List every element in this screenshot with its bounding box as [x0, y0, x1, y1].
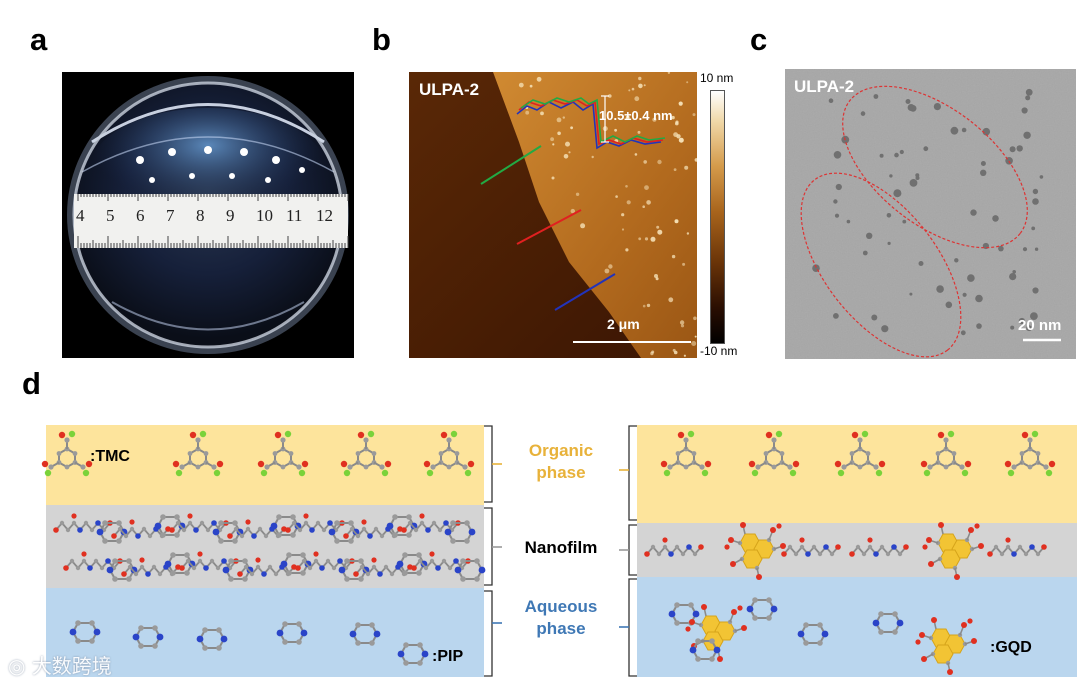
ruler-number: 4: [76, 206, 85, 225]
ruler-number: 9: [226, 206, 235, 225]
afm-colorbar: [710, 90, 725, 344]
afm-sample-label: ULPA-2: [419, 80, 480, 99]
ruler-number: 6: [136, 206, 145, 225]
gqd-legend-label: :GQD: [990, 639, 1032, 656]
ruler-number: 12: [316, 206, 333, 225]
panel-label-a: a: [30, 22, 48, 57]
left-organic-layer: [46, 425, 484, 505]
colorbar-min-label: -10 nm: [700, 344, 738, 358]
tem-image: ULPA-2 20 nm: [785, 69, 1076, 359]
aqueous-phase-label: Aqueous phase: [524, 597, 598, 638]
tem-scalebar-label: 20 nm: [1018, 317, 1062, 334]
ruler-number: 5: [106, 206, 115, 225]
watermark: ◎ 大数跨境: [8, 650, 112, 679]
afm-height-annotation: 10.5±0.4 nm: [599, 108, 673, 123]
tem-sample-label: ULPA-2: [794, 77, 855, 96]
colorbar-max-label: 10 nm: [700, 71, 734, 85]
ruler-number: 7: [166, 206, 175, 225]
ruler-number: 10: [256, 206, 273, 225]
pip-legend-label: :PIP: [432, 648, 464, 665]
ruler-number: 8: [196, 206, 205, 225]
right-organic-layer: [637, 425, 1077, 523]
panel-label-b: b: [372, 22, 391, 57]
petri-dish-photo: 4 5 6 7 8 9 10 11 12: [62, 72, 354, 358]
watermark-text: 大数跨境: [31, 654, 112, 678]
afm-profile-line-blue: [554, 273, 616, 311]
nanofilm-label: Nanofilm: [524, 538, 598, 557]
afm-scalebar-label: 2 μm: [607, 316, 640, 332]
panel-label-d: d: [22, 366, 41, 401]
afm-profile-line-red: [516, 209, 582, 245]
tmc-legend-label: :TMC: [90, 448, 130, 465]
afm-profile-line-green: [480, 145, 542, 185]
panel-label-c: c: [750, 22, 768, 57]
watermark-logo-icon: ◎: [8, 654, 26, 678]
right-nanofilm-layer: [637, 523, 1077, 577]
afm-image: ULPA-2 10.5±0.4 nm 2 μm: [409, 72, 697, 358]
ruler-number: 11: [286, 206, 303, 225]
organic-phase-label: Organic phase: [528, 441, 594, 482]
